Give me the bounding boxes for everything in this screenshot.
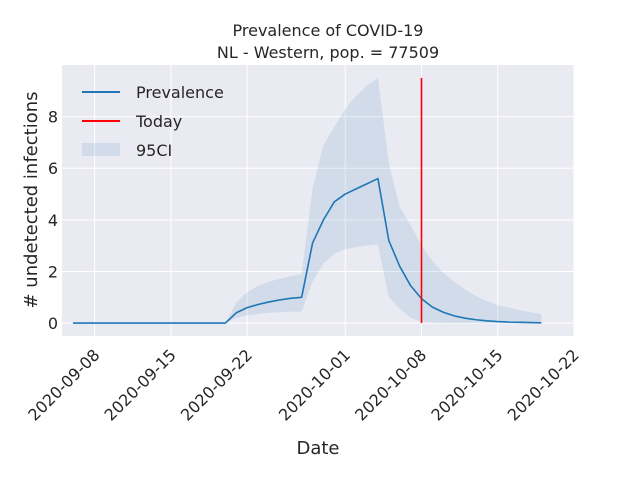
x-tick-label: 2020-09-08: [24, 345, 103, 424]
y-tick-label: 0: [48, 314, 58, 333]
x-tick-label: 2020-09-22: [177, 345, 256, 424]
x-tick-label: 2020-10-01: [275, 345, 354, 424]
prevalence-line: [72, 177, 542, 324]
legend-label-today: Today: [135, 112, 182, 131]
chart-title-line1: Prevalence of COVID-19: [233, 21, 424, 40]
chart-title-line2: NL - Western, pop. = 77509: [217, 43, 439, 62]
x-tick-label: 2020-09-15: [101, 345, 180, 424]
x-tick-label: 2020-10-08: [351, 345, 430, 424]
legend: Prevalence Today 95CI: [82, 83, 224, 160]
y-tick-label: 2: [48, 262, 58, 281]
series-layer: [72, 177, 542, 324]
x-tick-label: 2020-10-15: [427, 345, 506, 424]
y-axis-label: # undetected infections: [21, 91, 42, 308]
x-tick-label: 2020-10-22: [504, 345, 583, 424]
ci-band: [72, 77, 542, 324]
y-tick-label: 6: [48, 159, 58, 178]
y-tick-label: 8: [48, 108, 58, 127]
ci-band-layer: [72, 77, 542, 324]
legend-label-prevalence: Prevalence: [136, 83, 224, 102]
plot-area: [62, 65, 574, 336]
legend-swatch-ci: [82, 143, 120, 156]
legend-label-ci: 95CI: [136, 141, 172, 160]
y-tick-label: 4: [48, 211, 58, 230]
y-tick-labels: 0 2 4 6 8: [48, 108, 58, 333]
x-axis-label: Date: [296, 438, 339, 459]
